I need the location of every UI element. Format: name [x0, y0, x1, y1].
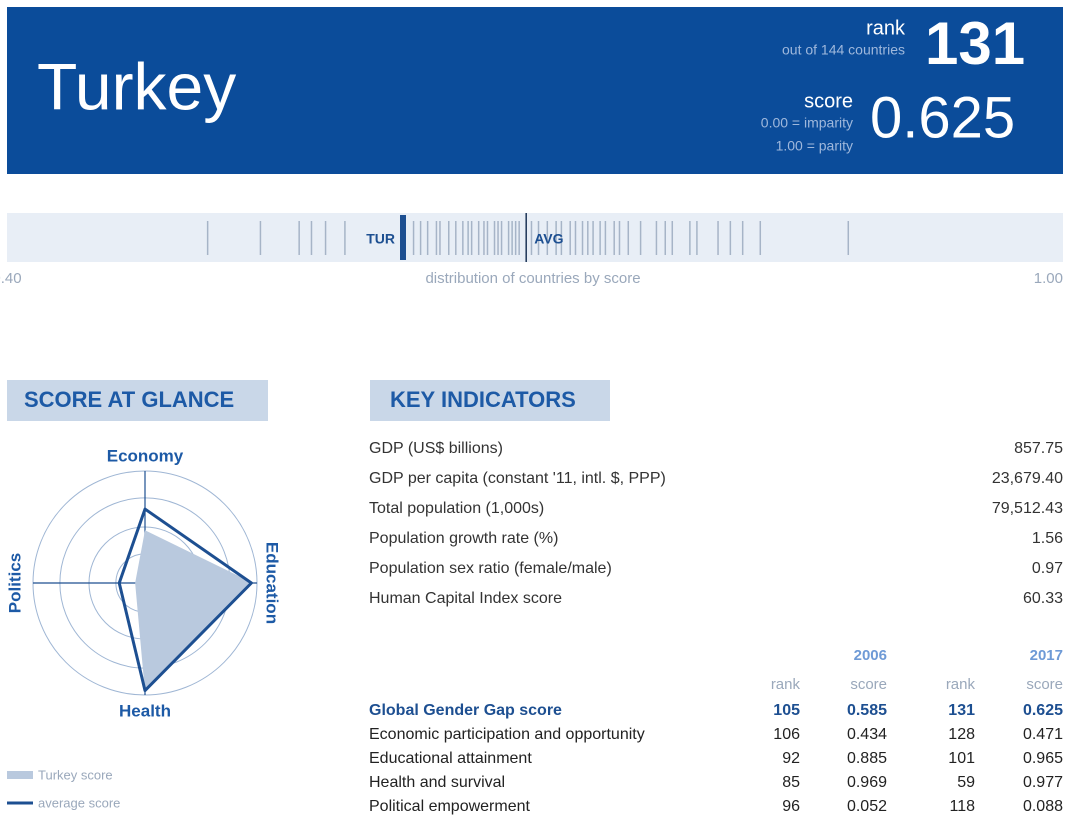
radar-label: Health — [119, 701, 171, 720]
cell: 0.625 — [1023, 702, 1063, 719]
radar-label: Economy — [107, 446, 184, 465]
indicator-value: 0.97 — [1032, 560, 1063, 577]
row-label: Educational attainment — [369, 750, 532, 767]
indicator-label: Total population (1,000s) — [369, 500, 544, 517]
cell: 59 — [957, 774, 975, 791]
legend-label: Turkey score — [38, 767, 113, 782]
cell: 96 — [782, 798, 800, 815]
year-header: 2006 — [854, 647, 887, 664]
cell: 0.585 — [847, 702, 887, 719]
radar-label: Politics — [5, 553, 24, 613]
cell: 0.977 — [1023, 774, 1063, 791]
cell: 101 — [948, 750, 975, 767]
highlight-label: TUR — [366, 231, 395, 247]
indicator-value: 60.33 — [1023, 590, 1063, 607]
score-note: 0.00 = imparity — [761, 115, 853, 131]
cell: 0.471 — [1023, 726, 1063, 743]
year-header: 2017 — [1030, 647, 1063, 664]
cell: 0.965 — [1023, 750, 1063, 767]
score-note: 1.00 = parity — [776, 138, 853, 154]
score: 0.625 — [870, 85, 1015, 150]
row-label: Political empowerment — [369, 798, 531, 815]
cell: 131 — [948, 702, 975, 719]
rank-note: out of 144 countries — [782, 42, 905, 58]
cell: 0.969 — [847, 774, 887, 791]
indicator-value: 79,512.43 — [992, 500, 1063, 517]
row-label: Global Gender Gap score — [369, 702, 562, 719]
row-label: Health and survival — [369, 774, 505, 791]
cell: 128 — [948, 726, 975, 743]
column-header: rank — [771, 676, 801, 693]
indicator-label: Population sex ratio (female/male) — [369, 560, 612, 577]
column-header: rank — [946, 676, 976, 693]
radar-label: Education — [263, 542, 282, 624]
section-title: SCORE AT GLANCE — [24, 387, 234, 412]
distribution-band — [7, 213, 1063, 262]
axis-label: 0.40 — [0, 270, 22, 287]
indicator-value: 1.56 — [1032, 530, 1063, 547]
cell: 0.052 — [847, 798, 887, 815]
indicator-label: Human Capital Index score — [369, 590, 562, 607]
country: Turkey — [37, 49, 236, 123]
indicator-value: 23,679.40 — [992, 470, 1063, 487]
cell: 0.088 — [1023, 798, 1063, 815]
section-title: KEY INDICATORS — [390, 387, 576, 412]
cell: 105 — [773, 702, 800, 719]
radar-area — [135, 530, 254, 693]
indicator-label: Population growth rate (%) — [369, 530, 558, 547]
legend-label: average score — [38, 795, 120, 810]
row-label: Economic participation and opportunity — [369, 726, 645, 743]
distribution-caption: distribution of countries by score — [425, 270, 640, 287]
section-header — [370, 380, 610, 421]
column-header: score — [850, 676, 887, 693]
column-header: score — [1026, 676, 1063, 693]
header-band — [7, 7, 1063, 174]
cell: 0.885 — [847, 750, 887, 767]
cell: 0.434 — [847, 726, 887, 743]
indicator-value: 857.75 — [1014, 440, 1063, 457]
cell: 92 — [782, 750, 800, 767]
axis-label: 1.00 — [1034, 270, 1063, 287]
cell: 85 — [782, 774, 800, 791]
rank: 131 — [925, 10, 1025, 77]
legend-swatch — [7, 771, 33, 779]
cell: 118 — [949, 798, 975, 815]
section-header — [7, 380, 268, 421]
rank-label: rank — [866, 17, 906, 39]
indicator-label: GDP per capita (constant '11, intl. $, P… — [369, 470, 666, 487]
radar-line — [117, 507, 253, 693]
average-label: AVG — [534, 231, 563, 247]
indicator-label: GDP (US$ billions) — [369, 440, 503, 457]
score-label: score — [804, 90, 853, 112]
cell: 106 — [773, 726, 800, 743]
